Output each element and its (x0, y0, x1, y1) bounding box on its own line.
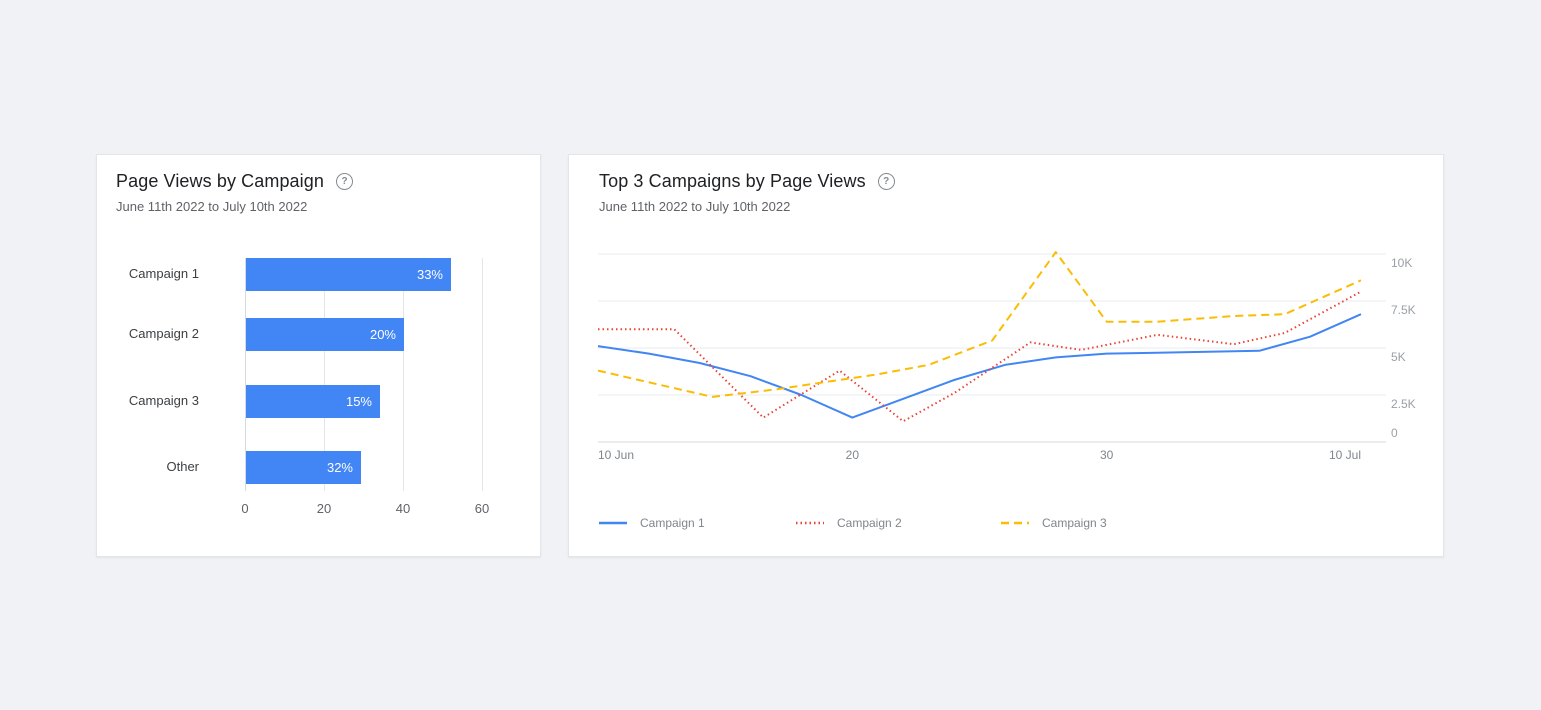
card-page-views-by-campaign: Page Views by Campaign ? June 11th 2022 … (96, 154, 541, 557)
legend-item-campaign-2[interactable]: Campaign 2 (796, 516, 902, 530)
gridline-vertical (482, 258, 483, 491)
gridline-vertical (324, 258, 325, 491)
x-axis-tick-label: 10 Jul (1329, 448, 1361, 462)
bar-value-label: 20% (369, 327, 396, 342)
y-axis-tick-label: 0 (1391, 426, 1398, 440)
legend-label: Campaign 3 (1042, 516, 1107, 530)
x-axis-tick-label: 20 (846, 448, 860, 462)
bar-campaign-3[interactable]: 15% (246, 385, 380, 418)
card-header: Top 3 Campaigns by Page Views ? June 11t… (599, 171, 895, 214)
bar-value-label: 33% (416, 267, 443, 282)
x-axis-tick-label: 60 (474, 501, 490, 516)
y-axis-tick-label: 5K (1391, 350, 1406, 364)
date-range-subtitle: June 11th 2022 to July 10th 2022 (116, 199, 308, 214)
title-row: Top 3 Campaigns by Page Views ? (599, 171, 895, 192)
bar-campaign-2[interactable]: 20% (246, 318, 404, 351)
chart-title: Page Views by Campaign (116, 171, 324, 191)
line-chart-plot-area[interactable]: 0 2.5K 5K 7.5K 10K 10 Jun 20 30 10 Jul (569, 155, 1443, 556)
y-axis-tick-label: 7.5K (1391, 303, 1416, 317)
help-icon[interactable]: ? (336, 173, 353, 190)
category-label-other: Other (166, 459, 199, 474)
gridline-vertical (403, 258, 404, 491)
help-icon[interactable]: ? (877, 173, 895, 190)
x-axis-line (245, 258, 246, 491)
legend-item-campaign-3[interactable]: Campaign 3 (1001, 516, 1107, 530)
y-axis-tick-label: 2.5K (1391, 397, 1416, 411)
date-range-subtitle: June 11th 2022 to July 10th 2022 (599, 199, 791, 214)
bar-value-label: 15% (345, 394, 372, 409)
x-axis-tick-label: 0 (241, 501, 249, 516)
bar-campaign-1[interactable]: 33% (246, 258, 451, 291)
legend-swatch-solid-line-icon (599, 521, 627, 525)
title-row: Page Views by Campaign ? (116, 171, 353, 192)
card-header: Page Views by Campaign ? June 11th 2022 … (116, 171, 353, 214)
bar-other[interactable]: 32% (246, 451, 361, 484)
legend-swatch-dashed-line-icon (1001, 521, 1029, 525)
line-series-campaign-3[interactable] (597, 251, 1362, 398)
bar-value-label: 32% (326, 460, 353, 475)
card-top-3-campaigns-by-page-views: Top 3 Campaigns by Page Views ? June 11t… (568, 154, 1444, 557)
y-axis-tick-label: 10K (1391, 256, 1412, 270)
x-axis-tick-label: 10 Jun (598, 448, 634, 462)
legend-swatch-dotted-line-icon (796, 521, 824, 525)
legend-item-campaign-1[interactable]: Campaign 1 (599, 516, 705, 530)
line-series-campaign-1[interactable] (597, 313, 1362, 419)
legend-label: Campaign 2 (837, 516, 902, 530)
category-label-campaign-1: Campaign 1 (128, 266, 199, 281)
x-axis-tick-label: 20 (316, 501, 332, 516)
line-series-campaign-2[interactable] (598, 290, 1362, 423)
x-axis-tick-label: 30 (1100, 448, 1114, 462)
category-label-campaign-3: Campaign 3 (128, 393, 199, 408)
x-axis-tick-label: 40 (395, 501, 411, 516)
bar-chart: 0 20 40 60 Campaign 1 33% Campaign 2 20% Campaig… (97, 155, 540, 556)
chart-title: Top 3 Campaigns by Page Views (599, 171, 866, 191)
category-label-campaign-2: Campaign 2 (128, 326, 199, 341)
legend-label: Campaign 1 (640, 516, 705, 530)
